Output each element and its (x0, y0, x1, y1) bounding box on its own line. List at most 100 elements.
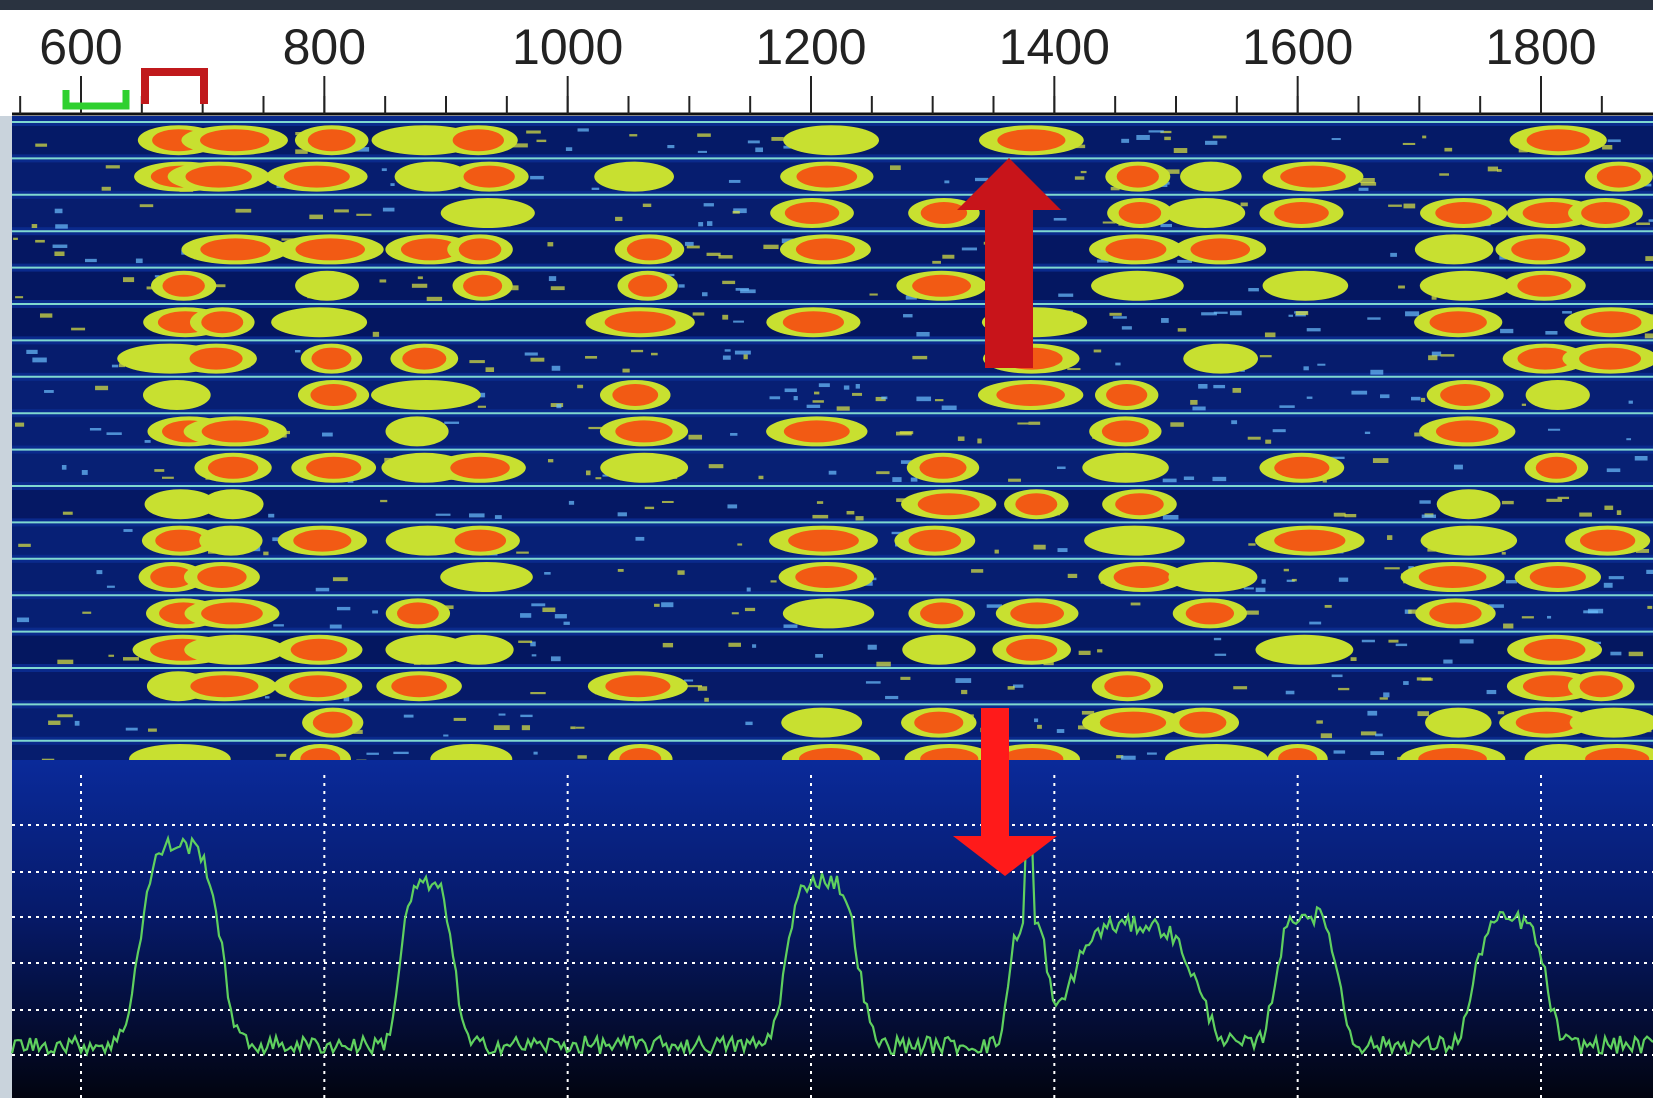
frequency-label: 1400 (999, 19, 1110, 75)
noise (499, 714, 506, 716)
noise (1256, 588, 1266, 592)
dark-band (12, 344, 1653, 372)
signal-glow (1183, 344, 1258, 374)
noise (745, 722, 752, 725)
noise (707, 253, 721, 256)
signal-core (464, 166, 515, 188)
noise (1109, 313, 1121, 316)
noise (333, 577, 348, 581)
noise (645, 507, 654, 509)
noise (723, 356, 731, 360)
noise (698, 151, 707, 153)
noise (1147, 752, 1157, 754)
signal-core (1100, 712, 1166, 734)
noise (55, 209, 63, 214)
noise (1604, 583, 1613, 588)
noise (1404, 204, 1416, 209)
signal-glow (184, 635, 285, 665)
noise (1635, 456, 1648, 461)
noise (1422, 678, 1433, 681)
noise (1163, 515, 1179, 520)
noise (531, 603, 545, 606)
signal-glow (202, 489, 264, 519)
signal-core (914, 712, 963, 734)
noise (1380, 394, 1389, 398)
noise (107, 432, 122, 435)
signal-core (796, 166, 857, 188)
noise (145, 440, 151, 443)
page: 60080010001200140016001800 (() => { cons… (0, 0, 1653, 1098)
noise (1057, 729, 1064, 733)
signal-core (1581, 311, 1642, 333)
noise (566, 147, 572, 151)
noise (1390, 253, 1397, 257)
signal-core (796, 238, 855, 260)
noise (373, 332, 379, 337)
noise (592, 188, 600, 190)
noise (1422, 136, 1426, 139)
frequency-label: 800 (283, 19, 366, 75)
noise (1562, 311, 1572, 314)
noise (1373, 458, 1388, 463)
signal-core (1010, 602, 1064, 624)
noise (727, 504, 737, 508)
noise (1370, 751, 1384, 755)
noise (1332, 138, 1341, 140)
noise (740, 289, 756, 293)
noise (1487, 690, 1497, 694)
noise (1388, 640, 1398, 643)
signal-core (1186, 602, 1234, 624)
noise (1488, 167, 1498, 172)
noise (404, 715, 414, 718)
spectrum-display: 60080010001200140016001800 (0, 0, 1653, 1098)
noise (1629, 652, 1643, 656)
noise (629, 134, 637, 136)
signal-core (1429, 602, 1481, 624)
noise (1405, 311, 1419, 316)
noise (1421, 398, 1425, 402)
noise (1546, 499, 1562, 502)
signal-core (921, 202, 967, 224)
noise (1034, 545, 1046, 550)
noise (1230, 311, 1242, 315)
signal-glow (902, 635, 975, 665)
noise (1380, 697, 1388, 699)
signal-core (795, 566, 857, 588)
noise (1645, 333, 1653, 338)
noise (526, 130, 541, 133)
noise (1370, 370, 1383, 375)
noise (1284, 569, 1289, 571)
noise (44, 390, 54, 393)
noise (1303, 366, 1308, 370)
signal-core (1102, 420, 1149, 442)
signal-core (783, 311, 844, 333)
noise (1190, 400, 1197, 405)
noise (971, 569, 983, 573)
noise (1503, 624, 1513, 629)
noise (35, 144, 47, 147)
noise (1161, 318, 1169, 323)
noise (595, 477, 601, 479)
noise (663, 643, 673, 647)
noise (1649, 219, 1653, 221)
noise (1375, 734, 1383, 737)
signal-glow (1425, 708, 1491, 738)
noise (1443, 660, 1452, 664)
noise (1296, 311, 1308, 315)
noise (1579, 513, 1592, 517)
noise (903, 314, 913, 317)
noise (722, 315, 728, 320)
signal-glow (1420, 271, 1511, 301)
noise (1136, 135, 1150, 140)
noise (518, 641, 532, 643)
noise (814, 392, 819, 395)
noise (661, 602, 673, 607)
noise (1279, 405, 1294, 408)
noise (13, 238, 18, 240)
noise (812, 515, 828, 518)
noise (1265, 332, 1276, 337)
signal-glow (1421, 526, 1518, 556)
noise (32, 224, 37, 228)
noise (1307, 328, 1321, 331)
noise (1545, 331, 1557, 335)
